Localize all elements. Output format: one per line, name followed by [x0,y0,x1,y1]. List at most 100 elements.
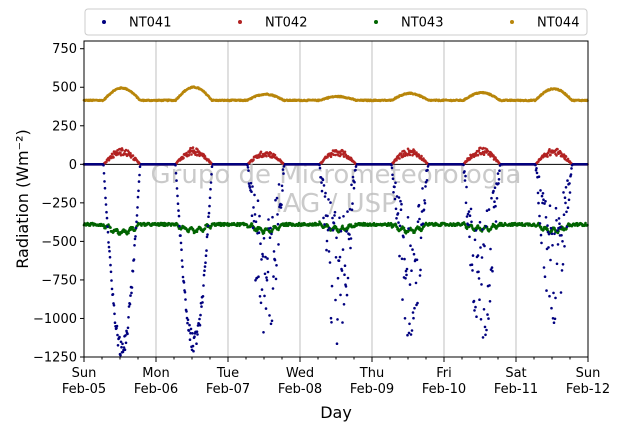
nt041-point [494,220,498,223]
nt041-point [251,226,255,230]
nt041-point [271,287,275,290]
nt041-point [282,172,285,175]
nt041-point [534,169,538,172]
nt041-point [254,220,258,223]
nt041-point [134,226,138,230]
nt043-point [127,231,130,235]
nt041-point [489,247,492,251]
nt041-point [401,298,404,301]
nt041-point [186,321,189,325]
nt041-point [423,199,426,202]
nt041-point [208,204,211,208]
nt041-point [491,269,494,273]
nt041-point [395,217,398,220]
nt041-point [483,325,487,329]
nt041-point [474,305,477,309]
nt041-point [405,267,409,271]
nt041-point [411,248,414,251]
legend-label: NT041 [129,16,171,31]
y-tick-label: −250 [41,196,77,211]
nt041-point [174,163,177,167]
nt041-point [184,298,187,301]
nt041-point [547,232,551,236]
nt042-point [268,153,271,157]
nt042-point [477,149,481,152]
legend-label: NT043 [401,16,443,31]
nt041-point [399,208,403,211]
nt041-point [203,265,207,268]
nt041-point [349,237,353,240]
nt041-point [334,255,338,259]
nt041-point [497,178,501,181]
nt041-point [110,279,113,282]
nt041-point [350,208,354,212]
nt041-point [474,229,478,232]
nt041-point [257,231,261,234]
nt041-point [477,277,481,280]
nt041-point [470,263,474,267]
nt041-point [406,333,409,337]
nt041-point [418,274,422,277]
nt041-point [107,245,111,249]
nt041-point [179,241,183,245]
nt041-point [113,321,117,325]
nt042-point [265,154,268,158]
nt042-point [479,146,482,150]
nt042-point [129,152,132,155]
nt041-point [271,215,274,219]
nt041-point [425,179,429,182]
nt041-point [410,329,414,332]
nt041-point [473,238,477,242]
nt041-point [556,243,560,246]
nt041-point [206,233,209,236]
nt041-point [261,252,264,256]
y-tick-label: −1000 [33,312,77,327]
nt041-point [327,198,330,201]
nt042-point [399,152,403,155]
nt041-point [405,273,408,277]
nt041-point [126,326,130,330]
nt041-point [253,193,256,197]
nt041-point [122,346,126,349]
nt041-point [269,322,273,326]
nt043-point [235,224,239,227]
nt041-point [339,229,343,233]
nt041-point [541,201,544,205]
nt042-point [546,155,549,158]
nt041-point [393,197,397,201]
nt041-point [265,276,268,279]
nt041-point [406,216,410,219]
nt041-point [557,217,561,220]
y-tick-label: 0 [69,158,77,173]
nt041-point [275,196,279,200]
nt041-point [276,213,279,216]
nt041-point [209,181,213,184]
nt043-point [372,221,376,225]
nt041-point [116,333,119,337]
x-tick-day: Sun [576,366,601,381]
nt041-point [469,207,473,211]
nt041-point [126,332,129,336]
nt041-point [466,212,470,216]
nt041-point [472,299,476,303]
nt043-point [226,221,229,225]
nt041-point [476,254,480,257]
nt041-point [416,220,420,223]
nt041-point [538,222,542,225]
nt041-point [412,316,415,320]
nt041-point [107,241,110,244]
nt041-point [424,185,427,188]
nt041-point [209,187,212,191]
nt041-point [490,266,494,269]
nt043-point [413,231,416,234]
nt041-point [119,340,123,344]
nt041-point [541,192,545,195]
y-tick-label: −500 [41,235,77,250]
nt041-point [189,331,192,335]
nt041-point [205,235,209,239]
nt041-point [263,272,267,276]
x-tick-date: Feb-08 [278,382,322,397]
nt043-point [262,231,266,235]
nt041-point [135,220,138,224]
nt041-point [336,276,340,280]
